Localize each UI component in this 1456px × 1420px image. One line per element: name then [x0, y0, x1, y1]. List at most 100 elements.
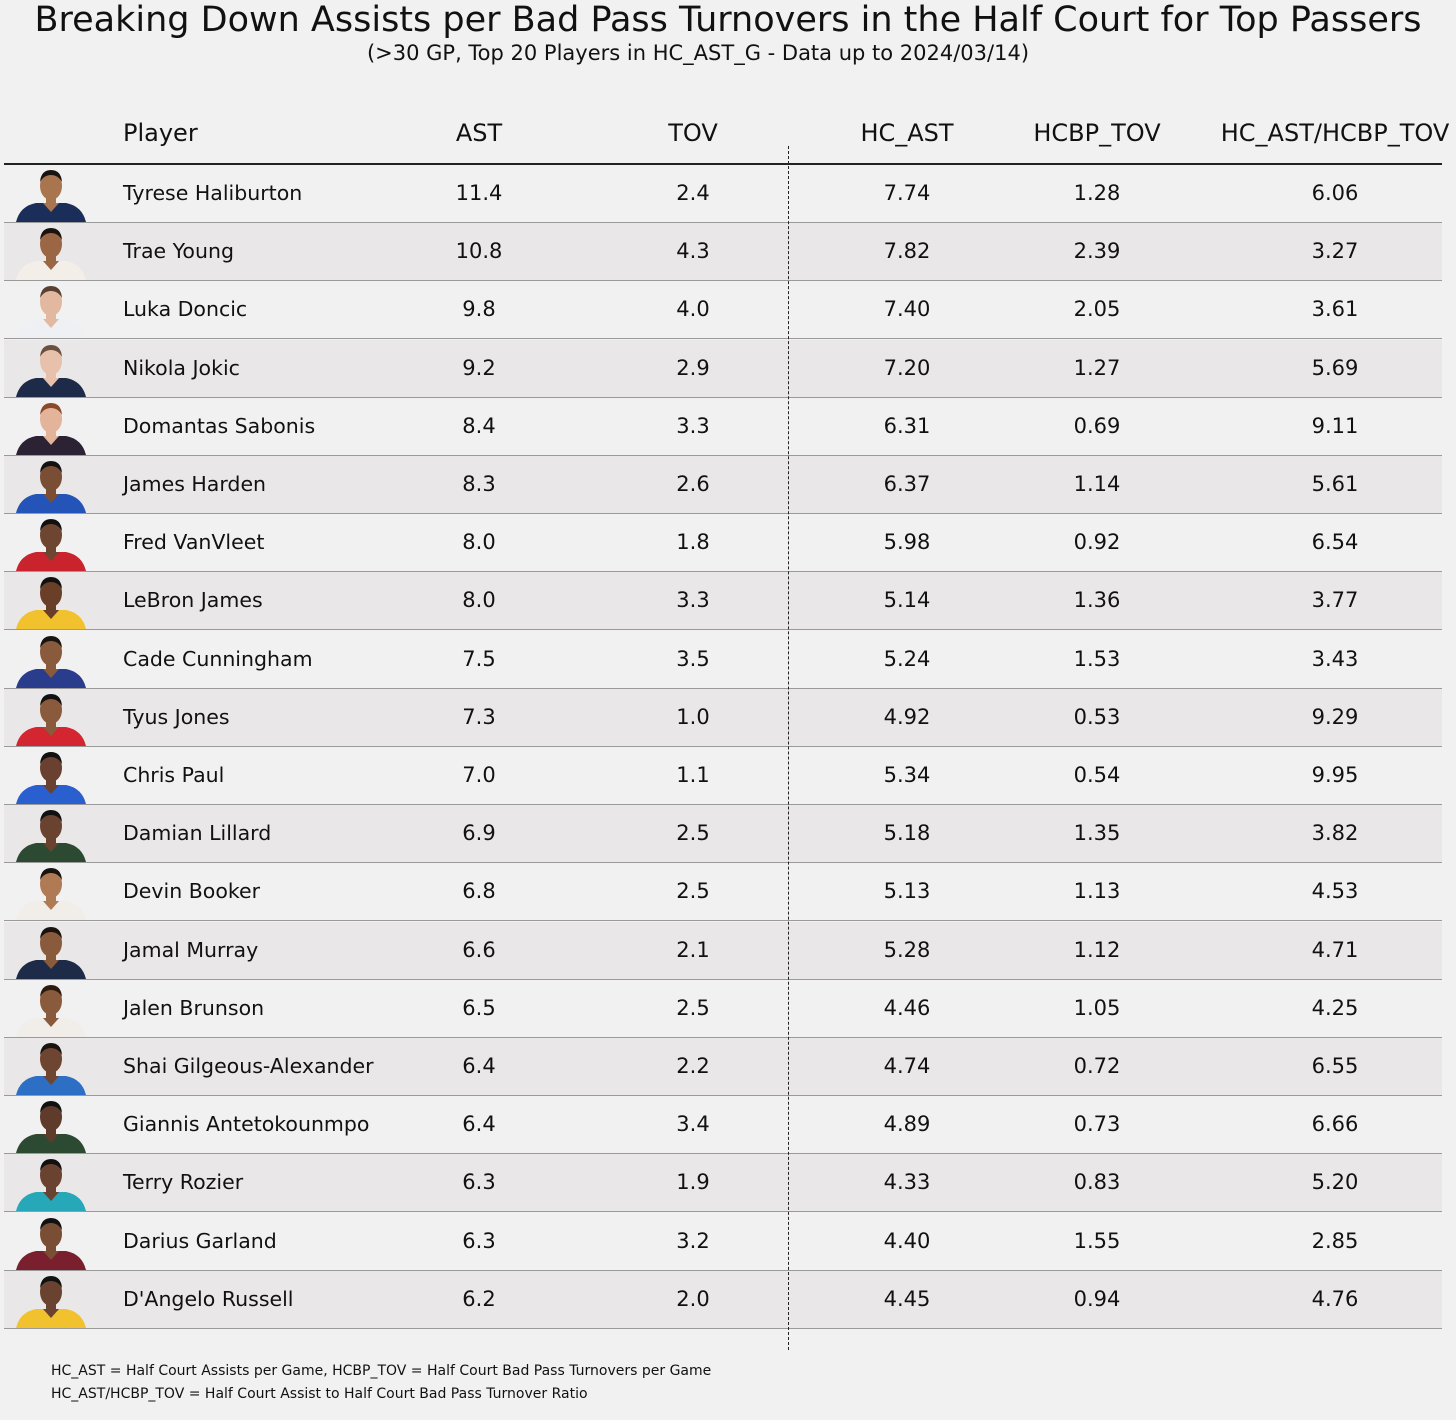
table-row: Devin Booker 6.8 2.5 5.13 1.13 4.53 — [4, 863, 1442, 922]
player-headshot-icon — [10, 399, 92, 455]
ast-cell: 8.0 — [462, 530, 496, 555]
tov-cell: 1.9 — [676, 1170, 710, 1195]
hcbp-tov-cell: 2.05 — [1073, 297, 1121, 322]
player-name-cell: Cade Cunningham — [123, 646, 313, 671]
hc-ast-cell: 6.37 — [883, 472, 931, 496]
hcbp-tov-cell: 1.14 — [1073, 472, 1121, 496]
player-name-cell: Domantas Sabonis — [123, 413, 316, 438]
column-header-ratio: HC_AST/HCBP_TOV — [1220, 119, 1450, 147]
player-headshot-icon — [10, 981, 92, 1037]
hc-ast-cell: 4.33 — [883, 1170, 931, 1195]
table-row: Domantas Sabonis 8.4 3.3 6.31 0.69 9.11 — [4, 398, 1442, 456]
ast-cell: 8.3 — [462, 472, 496, 496]
ratio-cell: 6.06 — [1311, 181, 1359, 205]
ratio-cell: 6.55 — [1311, 1054, 1359, 1078]
hcbp-tov-cell: 1.05 — [1073, 995, 1121, 1020]
ratio-cell: 9.95 — [1311, 763, 1359, 787]
column-header-tov: TOV — [668, 119, 718, 147]
tov-cell: 3.3 — [676, 413, 710, 438]
ratio-cell: 3.27 — [1311, 239, 1359, 264]
player-headshot-icon — [10, 1097, 92, 1154]
player-headshot-icon — [10, 457, 92, 513]
ast-cell: 8.4 — [462, 413, 496, 438]
ratio-cell: 3.77 — [1311, 588, 1359, 613]
chart-subtitle: (>30 GP, Top 20 Players in HC_AST_G - Da… — [366, 41, 1030, 65]
tov-cell: 3.5 — [676, 646, 710, 671]
player-name-cell: Damian Lillard — [123, 821, 272, 846]
tov-cell: 4.0 — [676, 297, 710, 322]
hc-ast-cell: 6.31 — [883, 413, 931, 438]
hc-ast-cell: 4.74 — [883, 1054, 931, 1078]
hcbp-tov-cell: 0.54 — [1073, 763, 1121, 787]
hc-ast-cell: 4.89 — [883, 1112, 931, 1137]
table-row: Shai Gilgeous-Alexander 6.4 2.2 4.74 0.72 6.5… — [4, 1038, 1442, 1096]
hcbp-tov-cell: 0.73 — [1073, 1112, 1121, 1137]
table-row: Trae Young 10.8 4.3 7.82 2.39 3.27 — [4, 223, 1442, 282]
hcbp-tov-cell: 1.27 — [1073, 355, 1121, 380]
hc-ast-cell: 7.40 — [883, 297, 931, 322]
hcbp-tov-cell: 1.55 — [1073, 1228, 1121, 1253]
table-row: Tyus Jones 7.3 1.0 4.92 0.53 9.29 — [4, 688, 1442, 747]
hc-ast-cell: 5.14 — [883, 588, 931, 613]
table-row: Giannis Antetokounmpo 6.4 3.4 4.89 0.73 6.66 — [4, 1096, 1442, 1155]
player-name-cell: Terry Rozier — [123, 1170, 244, 1195]
tov-cell: 2.5 — [676, 821, 710, 846]
tov-cell: 2.6 — [676, 472, 710, 496]
player-name-cell: Nikola Jokic — [123, 355, 240, 380]
player-name-cell: Luka Doncic — [123, 297, 248, 322]
ast-cell: 6.9 — [462, 821, 496, 846]
table-row: Tyrese Haliburton 11.4 2.4 7.74 1.28 6.06 — [4, 165, 1442, 223]
ast-cell: 7.0 — [462, 763, 496, 787]
ast-cell: 6.3 — [462, 1170, 496, 1195]
tov-cell: 2.5 — [676, 995, 710, 1020]
player-name-cell: Jalen Brunson — [123, 995, 265, 1020]
player-name-cell: Jamal Murray — [123, 937, 259, 962]
player-name-cell: Tyus Jones — [123, 704, 230, 729]
player-headshot-icon — [10, 1155, 92, 1212]
hcbp-tov-cell: 0.83 — [1073, 1170, 1121, 1195]
ratio-cell: 3.61 — [1311, 297, 1359, 322]
hc-ast-cell: 5.24 — [883, 646, 931, 671]
player-headshot-icon — [10, 690, 92, 746]
ast-cell: 6.8 — [462, 879, 496, 904]
hc-ast-cell: 4.92 — [883, 704, 931, 729]
player-headshot-icon — [10, 806, 92, 863]
ratio-cell: 3.43 — [1311, 646, 1359, 671]
ast-cell: 11.4 — [455, 181, 503, 205]
ast-cell: 10.8 — [455, 239, 503, 264]
table-row: Luka Doncic 9.8 4.0 7.40 2.05 3.61 — [4, 281, 1442, 340]
hcbp-tov-cell: 1.28 — [1073, 181, 1121, 205]
footnote-2: HC_AST/HCBP_TOV = Half Court Assist to H… — [51, 1386, 588, 1402]
tov-cell: 2.2 — [676, 1054, 710, 1078]
player-headshot-icon — [10, 224, 92, 281]
player-headshot-icon — [10, 341, 92, 397]
ast-cell: 9.8 — [462, 297, 496, 322]
player-headshot-icon — [10, 1214, 92, 1270]
hc-ast-cell: 4.45 — [883, 1286, 931, 1311]
player-headshot-icon — [10, 748, 92, 804]
table-row: James Harden 8.3 2.6 6.37 1.14 5.61 — [4, 456, 1442, 514]
hc-ast-cell: 4.46 — [883, 995, 931, 1020]
hcbp-tov-cell: 0.53 — [1073, 704, 1121, 729]
tov-cell: 2.1 — [676, 937, 710, 962]
table-row: Jalen Brunson 6.5 2.5 4.46 1.05 4.25 — [4, 980, 1442, 1038]
table-row: D'Angelo Russell 6.2 2.0 4.45 0.94 4.76 — [4, 1270, 1442, 1329]
hcbp-tov-cell: 1.35 — [1073, 821, 1121, 846]
hc-ast-cell: 5.98 — [883, 530, 931, 555]
table-row: Nikola Jokic 9.2 2.9 7.20 1.27 5.69 — [4, 339, 1442, 398]
ratio-cell: 3.82 — [1311, 821, 1359, 846]
tov-cell: 3.2 — [676, 1228, 710, 1253]
tov-cell: 4.3 — [676, 239, 710, 264]
table-row: Fred VanVleet 8.0 1.8 5.98 0.92 6.54 — [4, 514, 1442, 573]
ratio-cell: 4.53 — [1311, 879, 1359, 904]
player-name-cell: Giannis Antetokounmpo — [123, 1112, 370, 1137]
ast-cell: 8.0 — [462, 588, 496, 613]
ast-cell: 6.4 — [462, 1112, 496, 1137]
ast-cell: 6.4 — [462, 1054, 496, 1078]
hcbp-tov-cell: 1.12 — [1073, 937, 1121, 962]
column-header-hcbp-tov: HCBP_TOV — [1033, 119, 1161, 147]
player-headshot-icon — [10, 864, 92, 921]
hcbp-tov-cell: 1.13 — [1073, 879, 1121, 904]
column-header-player: Player — [123, 119, 198, 147]
